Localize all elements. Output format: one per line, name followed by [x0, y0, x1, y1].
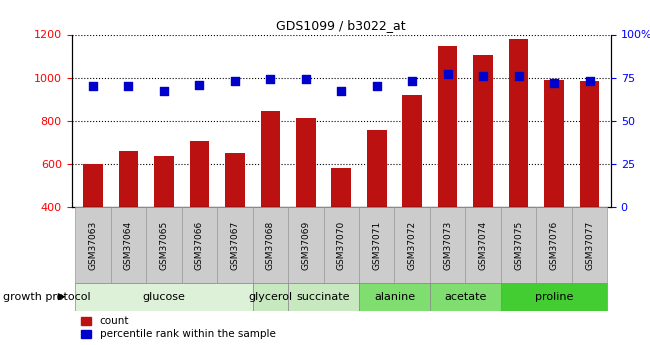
- Bar: [473, 55, 493, 207]
- Bar: [430, 207, 465, 283]
- Bar: [288, 283, 359, 310]
- Point: [584, 78, 595, 84]
- Bar: [75, 207, 110, 283]
- Text: succinate: succinate: [297, 292, 350, 302]
- Bar: [395, 207, 430, 283]
- Text: GSM37066: GSM37066: [195, 220, 204, 269]
- Text: acetate: acetate: [445, 292, 487, 302]
- Point: [443, 71, 453, 77]
- Bar: [118, 151, 138, 207]
- Bar: [572, 207, 608, 283]
- Text: glucose: glucose: [142, 292, 185, 302]
- Bar: [465, 207, 501, 283]
- Text: GSM37077: GSM37077: [585, 220, 594, 269]
- Text: GSM37068: GSM37068: [266, 220, 275, 269]
- Bar: [252, 283, 288, 310]
- Text: GSM37064: GSM37064: [124, 220, 133, 269]
- Point: [88, 83, 98, 89]
- Point: [159, 89, 169, 94]
- Bar: [536, 207, 572, 283]
- Bar: [580, 81, 599, 207]
- Point: [336, 89, 346, 94]
- Text: alanine: alanine: [374, 292, 415, 302]
- Bar: [359, 283, 430, 310]
- Bar: [438, 46, 458, 207]
- Text: GSM37067: GSM37067: [230, 220, 239, 269]
- Bar: [225, 153, 244, 207]
- Text: GSM37074: GSM37074: [478, 220, 488, 269]
- Text: GSM37065: GSM37065: [159, 220, 168, 269]
- Text: proline: proline: [535, 292, 573, 302]
- Text: GSM37071: GSM37071: [372, 220, 382, 269]
- Point: [514, 73, 524, 79]
- Point: [194, 82, 205, 87]
- Bar: [332, 168, 351, 207]
- Text: GSM37072: GSM37072: [408, 220, 417, 269]
- Bar: [501, 207, 536, 283]
- Bar: [146, 207, 181, 283]
- Bar: [261, 111, 280, 207]
- Bar: [190, 141, 209, 207]
- Bar: [296, 118, 315, 207]
- Legend: count, percentile rank within the sample: count, percentile rank within the sample: [77, 312, 280, 344]
- Text: GSM37076: GSM37076: [550, 220, 559, 269]
- Bar: [509, 39, 528, 207]
- Bar: [181, 207, 217, 283]
- Text: glycerol: glycerol: [248, 292, 292, 302]
- Point: [123, 83, 133, 89]
- Text: GSM37075: GSM37075: [514, 220, 523, 269]
- Point: [549, 80, 560, 86]
- Bar: [367, 130, 387, 207]
- Bar: [154, 156, 174, 207]
- Point: [407, 78, 417, 84]
- Text: GSM37063: GSM37063: [88, 220, 98, 269]
- Text: GSM37069: GSM37069: [301, 220, 310, 269]
- Title: GDS1099 / b3022_at: GDS1099 / b3022_at: [276, 19, 406, 32]
- Point: [372, 83, 382, 89]
- Point: [478, 73, 488, 79]
- Bar: [402, 95, 422, 207]
- Text: GSM37073: GSM37073: [443, 220, 452, 269]
- Bar: [430, 283, 501, 310]
- Bar: [324, 207, 359, 283]
- Bar: [75, 283, 252, 310]
- Bar: [359, 207, 395, 283]
- Bar: [217, 207, 252, 283]
- Point: [229, 78, 240, 84]
- Point: [265, 77, 276, 82]
- Bar: [252, 207, 288, 283]
- Text: GSM37070: GSM37070: [337, 220, 346, 269]
- Bar: [83, 164, 103, 207]
- Bar: [545, 80, 564, 207]
- Text: growth protocol: growth protocol: [3, 292, 91, 302]
- Bar: [288, 207, 324, 283]
- Point: [300, 77, 311, 82]
- Bar: [111, 207, 146, 283]
- Bar: [501, 283, 608, 310]
